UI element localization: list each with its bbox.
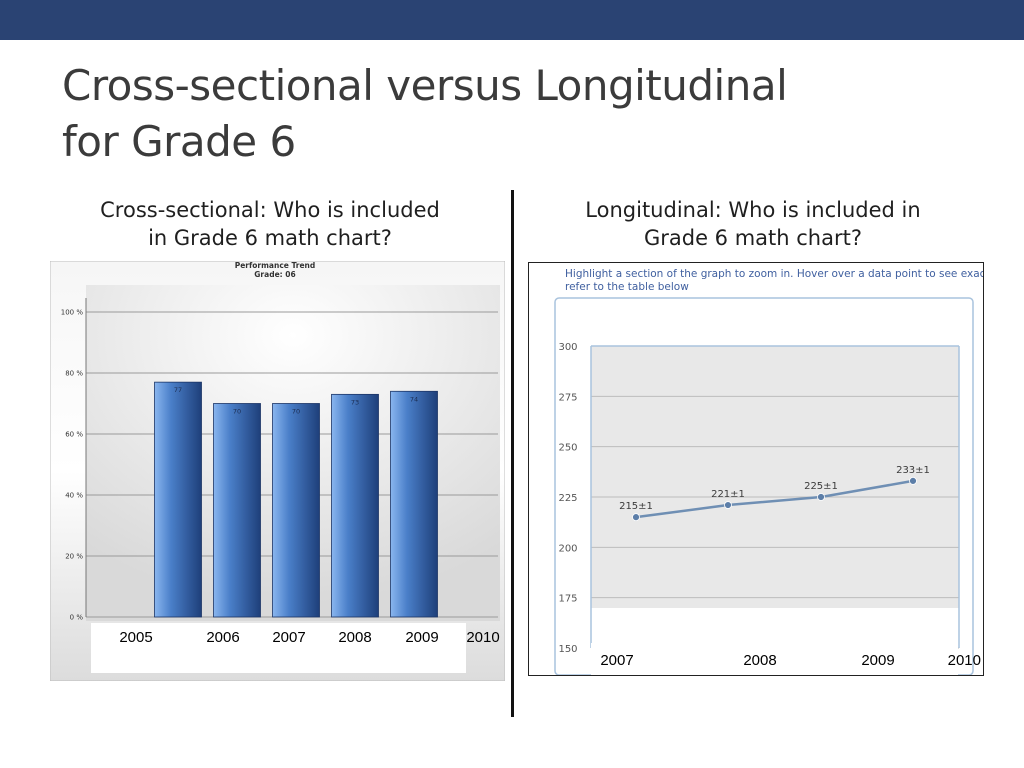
bar-year-label: 2006 — [206, 629, 239, 646]
longitudinal-heading-line-1: Longitudinal: Who is included in — [585, 198, 921, 222]
line-y-tick-label: 150 — [558, 644, 577, 655]
line-year-label: 2007 — [600, 652, 633, 669]
data-point-label: 215±1 — [619, 501, 653, 512]
trend-line — [635, 479, 914, 519]
bar — [390, 390, 438, 618]
bar-y-tick-label: 20 % — [65, 553, 83, 561]
bar-year-label: 2008 — [338, 629, 371, 646]
data-point-label: 233±1 — [896, 465, 930, 476]
cross-sectional-heading-line-1: Cross-sectional: Who is included — [100, 198, 440, 222]
bar-y-tick-label: 0 % — [70, 614, 84, 622]
bar-year-label: 2010 — [466, 629, 499, 646]
bar-y-tick-label: 100 % — [61, 309, 84, 317]
line-year-label: 2010 — [948, 652, 981, 669]
line-y-tick-label: 200 — [558, 543, 577, 554]
bar-value-label: 77 — [174, 386, 182, 394]
bar-value-label: 70 — [292, 408, 300, 416]
line-y-tick-label: 250 — [558, 443, 577, 454]
bar-value-label: 74 — [410, 395, 418, 403]
bar — [154, 381, 202, 618]
bar — [331, 393, 379, 618]
bar — [213, 403, 261, 618]
bar — [272, 403, 320, 618]
longitudinal-chart-panel: Highlight a section of the graph to zoom… — [528, 262, 1024, 676]
slide-title-line-1: Cross-sectional versus Longitudinal — [62, 61, 788, 110]
line-y-tick-label: 225 — [558, 493, 577, 504]
line-y-tick-label: 175 — [558, 594, 577, 605]
slide-title: Cross-sectional versus Longitudinal for … — [62, 58, 962, 170]
bar-y-tick-label: 60 % — [65, 431, 83, 439]
bar-chart: Performance Trend Grade: 06 0 % 20 % 40 % 6… — [49, 260, 506, 682]
line-chart: Highlight a section of the graph to zoom… — [529, 263, 1024, 676]
bar-chart-title: Performance Trend — [235, 261, 316, 270]
bar-chart-subtitle: Grade: 06 — [254, 270, 295, 279]
line-chart-instructions-line-2: refer to the table below — [565, 281, 689, 293]
longitudinal-heading: Longitudinal: Who is included in Grade 6… — [540, 196, 966, 252]
year-label-strip — [91, 623, 466, 673]
data-point[interactable] — [817, 493, 825, 501]
bar-y-tick-label: 40 % — [65, 492, 83, 500]
data-point[interactable] — [909, 476, 917, 485]
cross-sectional-chart-panel: Performance Trend Grade: 06 0 % 20 % 40 % 6… — [49, 260, 506, 682]
line-year-label: 2009 — [861, 652, 894, 669]
bar-value-label: 70 — [233, 408, 241, 416]
bar-year-label: 2007 — [272, 629, 305, 646]
bar-year-label: 2005 — [119, 629, 152, 646]
line-chart-instructions-line-1: Highlight a section of the graph to zoom… — [565, 268, 983, 280]
data-point[interactable] — [724, 501, 732, 509]
data-point-label: 225±1 — [804, 481, 838, 492]
cross-sectional-heading-line-2: in Grade 6 math chart? — [148, 226, 392, 250]
line-year-label: 2008 — [743, 652, 776, 669]
line-year-label-strip — [591, 643, 958, 675]
column-divider — [511, 190, 514, 717]
data-point-label: 221±1 — [711, 489, 745, 500]
bar-y-tick-label: 80 % — [65, 370, 83, 378]
bar-value-label: 73 — [351, 398, 359, 406]
line-chart-shaded-band — [591, 346, 959, 608]
cross-sectional-heading: Cross-sectional: Who is included in Grad… — [60, 196, 480, 252]
bar-year-label: 2009 — [405, 629, 438, 646]
longitudinal-heading-line-2: Grade 6 math chart? — [643, 226, 863, 250]
data-point[interactable] — [632, 513, 640, 522]
slide-title-line-2: for Grade 6 — [62, 117, 296, 166]
top-banner — [0, 0, 1024, 40]
line-y-tick-label: 300 — [558, 342, 577, 353]
line-y-tick-label: 275 — [558, 392, 577, 403]
